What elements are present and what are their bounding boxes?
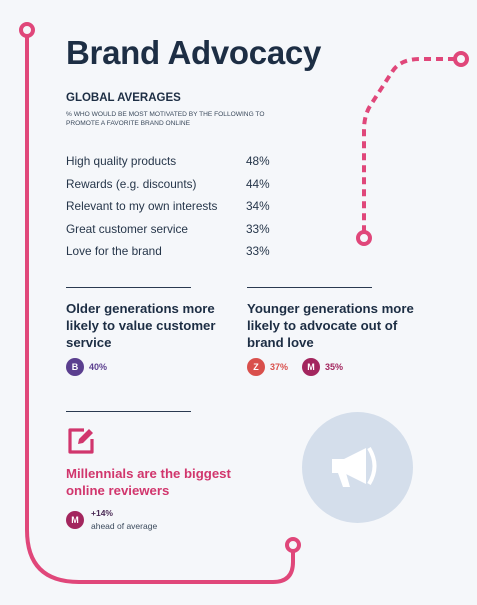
stat-row: Love for the brand 33% [66, 240, 306, 263]
stat-row: High quality products 48% [66, 150, 306, 173]
stat-value: 33% [246, 244, 270, 259]
stat-value: 44% [246, 176, 270, 191]
divider [66, 287, 191, 288]
stat-label: Rewards (e.g. discounts) [66, 176, 197, 191]
stat-value: 48% [246, 154, 270, 169]
younger-badges: Z 37% M 35% [247, 358, 357, 376]
younger-generations-title: Younger generations more likely to advoc… [247, 301, 414, 350]
megaphone-icon [331, 446, 376, 487]
older-badges: B 40% [66, 358, 121, 376]
millennials-title: Millennials are the biggest online revie… [66, 466, 231, 498]
section-subtitle: % WHO WOULD BE MOST MOTIVATED BY THE FOL… [66, 111, 265, 127]
generation-badge-value: 40% [89, 362, 108, 372]
edit-icon [68, 428, 94, 454]
stat-label: Relevant to my own interests [66, 199, 218, 214]
stat-label: Great customer service [66, 221, 188, 236]
megaphone-circle [302, 412, 413, 523]
section-label: GLOBAL AVERAGES [66, 92, 181, 104]
stat-row: Rewards (e.g. discounts) 44% [66, 173, 306, 196]
page-title: Brand Advocacy [66, 34, 321, 71]
generation-badge-z: Z [247, 358, 265, 376]
older-generations-title: Older generations more likely to value c… [66, 301, 216, 350]
millennials-value: +14% [91, 508, 113, 518]
generation-badge-value: 37% [270, 362, 289, 372]
generation-badge-b: B [66, 358, 84, 376]
stat-row: Relevant to my own interests 34% [66, 195, 306, 218]
divider [66, 411, 191, 412]
stat-value: 33% [246, 221, 270, 236]
stats-list: High quality products 48% Rewards (e.g. … [66, 150, 306, 263]
generation-badge-m: M [302, 358, 321, 376]
stat-row: Great customer service 33% [66, 218, 306, 241]
generation-badge-value: 35% [325, 362, 344, 372]
generation-badge-m: M [66, 511, 84, 529]
stat-label: High quality products [66, 154, 177, 169]
millennials-subtext: ahead of average [91, 521, 158, 531]
stat-label: Love for the brand [66, 244, 162, 259]
divider [247, 287, 372, 288]
stat-value: 34% [246, 199, 270, 214]
